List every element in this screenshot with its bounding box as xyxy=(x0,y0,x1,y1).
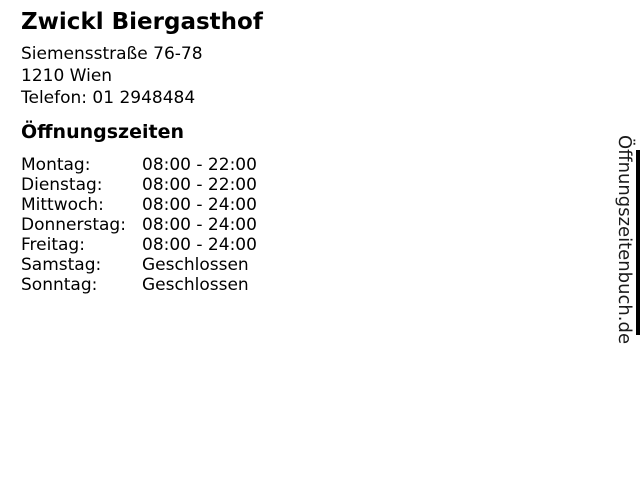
address-block: Siemensstraße 76-78 1210 Wien Telefon: 0… xyxy=(21,43,203,109)
time-value: 08:00 - 22:00 xyxy=(142,175,257,195)
hours-heading: Öffnungszeiten xyxy=(21,121,184,143)
business-name: Zwickl Biergasthof xyxy=(21,9,263,35)
hours-row-friday: Freitag: 08:00 - 24:00 xyxy=(21,235,257,255)
time-value: Geschlossen xyxy=(142,255,249,275)
time-value: 08:00 - 24:00 xyxy=(142,195,257,215)
hours-row-wednesday: Mittwoch: 08:00 - 24:00 xyxy=(21,195,257,215)
day-label: Freitag: xyxy=(21,235,85,255)
hours-row-saturday: Samstag: Geschlossen xyxy=(21,255,257,275)
address-street: Siemensstraße 76-78 xyxy=(21,44,203,64)
day-label: Samstag: xyxy=(21,255,102,275)
hours-row-tuesday: Dienstag: 08:00 - 22:00 xyxy=(21,175,257,195)
hours-table: Montag: 08:00 - 22:00 Dienstag: 08:00 - … xyxy=(21,155,257,295)
address-city: 1210 Wien xyxy=(21,66,113,86)
hours-row-sunday: Sonntag: Geschlossen xyxy=(21,275,257,295)
hours-row-monday: Montag: 08:00 - 22:00 xyxy=(21,155,257,175)
day-label: Mittwoch: xyxy=(21,195,104,215)
hours-row-thursday: Donnerstag: 08:00 - 24:00 xyxy=(21,215,257,235)
day-label: Sonntag: xyxy=(21,275,98,295)
right-edge-bar xyxy=(636,150,640,335)
time-value: 08:00 - 22:00 xyxy=(142,155,257,175)
time-value: 08:00 - 24:00 xyxy=(142,215,257,235)
phone-line: Telefon: 01 2948484 xyxy=(21,88,196,108)
day-label: Montag: xyxy=(21,155,91,175)
time-value: 08:00 - 24:00 xyxy=(142,235,257,255)
day-label: Donnerstag: xyxy=(21,215,126,235)
time-value: Geschlossen xyxy=(142,275,249,295)
day-label: Dienstag: xyxy=(21,175,103,195)
watermark-text: Öffnungszeitenbuch.de xyxy=(614,135,635,345)
